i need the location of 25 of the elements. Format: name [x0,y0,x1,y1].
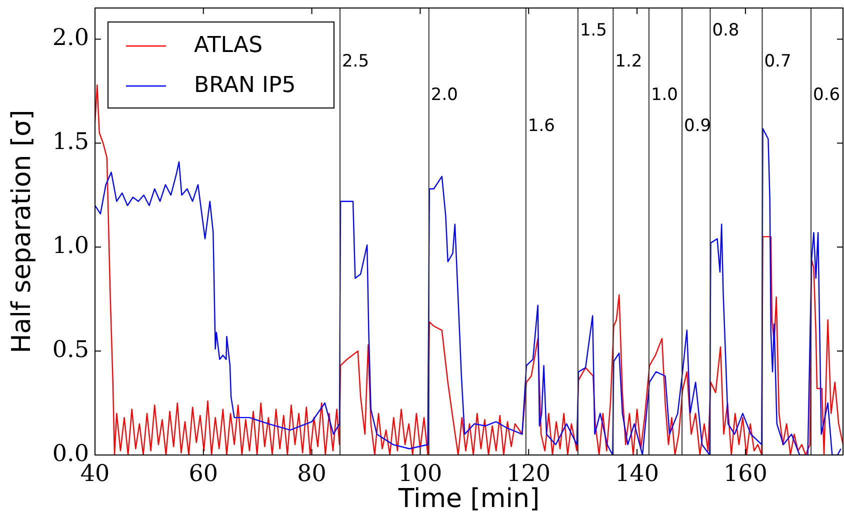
x-tick-label: 60 [188,461,218,487]
x-tick-label: 160 [723,461,768,487]
annotation: 2.0 [430,84,458,105]
x-tick-label: 40 [80,461,110,487]
y-tick-label: 2.0 [52,25,89,52]
annotation: 0.9 [684,116,712,136]
annotation: 1.5 [580,20,607,41]
annotation: 2.5 [342,52,370,72]
annotation: 1.2 [615,52,642,72]
y-tick-label: 0.5 [52,337,89,364]
annotation: 1.6 [528,116,555,136]
legend-label: BRAN IP5 [194,73,296,98]
y-tick-label: 1.0 [52,233,89,260]
annotation: 0.7 [764,52,792,72]
y-axis-title: Half separation [σ] [7,110,37,354]
x-tick-label: 120 [506,461,551,487]
annotation: 0.6 [813,84,840,105]
x-tick-label: 140 [615,461,659,487]
legend-label: ATLAS [194,33,263,58]
annotation: 1.0 [650,84,678,105]
x-axis-title: Time [min] [397,484,540,514]
annotation: 0.8 [712,20,740,41]
x-tick-label: 80 [297,461,326,487]
x-tick-label: 100 [398,461,442,487]
y-tick-label: 1.5 [52,129,89,156]
